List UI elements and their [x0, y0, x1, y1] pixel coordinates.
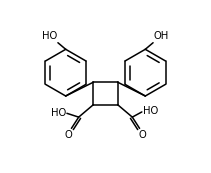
Text: OH: OH — [154, 31, 169, 41]
Text: HO: HO — [51, 108, 66, 118]
Text: O: O — [139, 130, 147, 140]
Text: HO: HO — [42, 31, 57, 41]
Text: O: O — [64, 130, 72, 140]
Text: HO: HO — [142, 106, 158, 116]
